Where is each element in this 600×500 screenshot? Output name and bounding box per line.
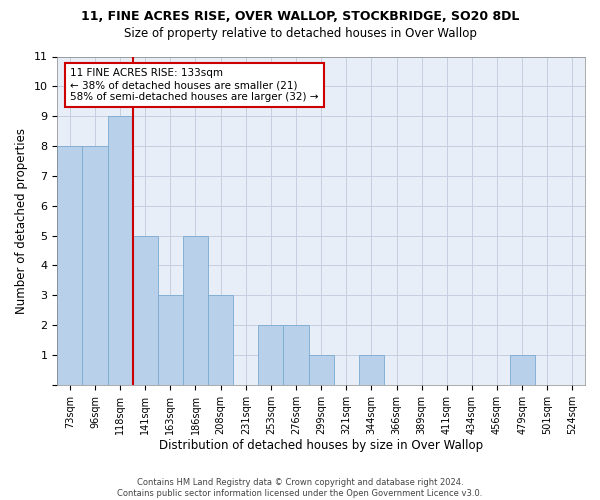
- Bar: [308, 355, 334, 385]
- Bar: [133, 236, 158, 385]
- Bar: [359, 355, 384, 385]
- Bar: [183, 236, 208, 385]
- Bar: [57, 146, 82, 385]
- Text: Size of property relative to detached houses in Over Wallop: Size of property relative to detached ho…: [124, 28, 476, 40]
- Y-axis label: Number of detached properties: Number of detached properties: [15, 128, 28, 314]
- Bar: [509, 355, 535, 385]
- Bar: [259, 325, 283, 385]
- X-axis label: Distribution of detached houses by size in Over Wallop: Distribution of detached houses by size …: [159, 440, 483, 452]
- Bar: [158, 296, 183, 385]
- Text: 11 FINE ACRES RISE: 133sqm
← 38% of detached houses are smaller (21)
58% of semi: 11 FINE ACRES RISE: 133sqm ← 38% of deta…: [70, 68, 319, 102]
- Bar: [107, 116, 133, 385]
- Text: 11, FINE ACRES RISE, OVER WALLOP, STOCKBRIDGE, SO20 8DL: 11, FINE ACRES RISE, OVER WALLOP, STOCKB…: [81, 10, 519, 23]
- Bar: [82, 146, 107, 385]
- Bar: [283, 325, 308, 385]
- Bar: [208, 296, 233, 385]
- Text: Contains HM Land Registry data © Crown copyright and database right 2024.
Contai: Contains HM Land Registry data © Crown c…: [118, 478, 482, 498]
